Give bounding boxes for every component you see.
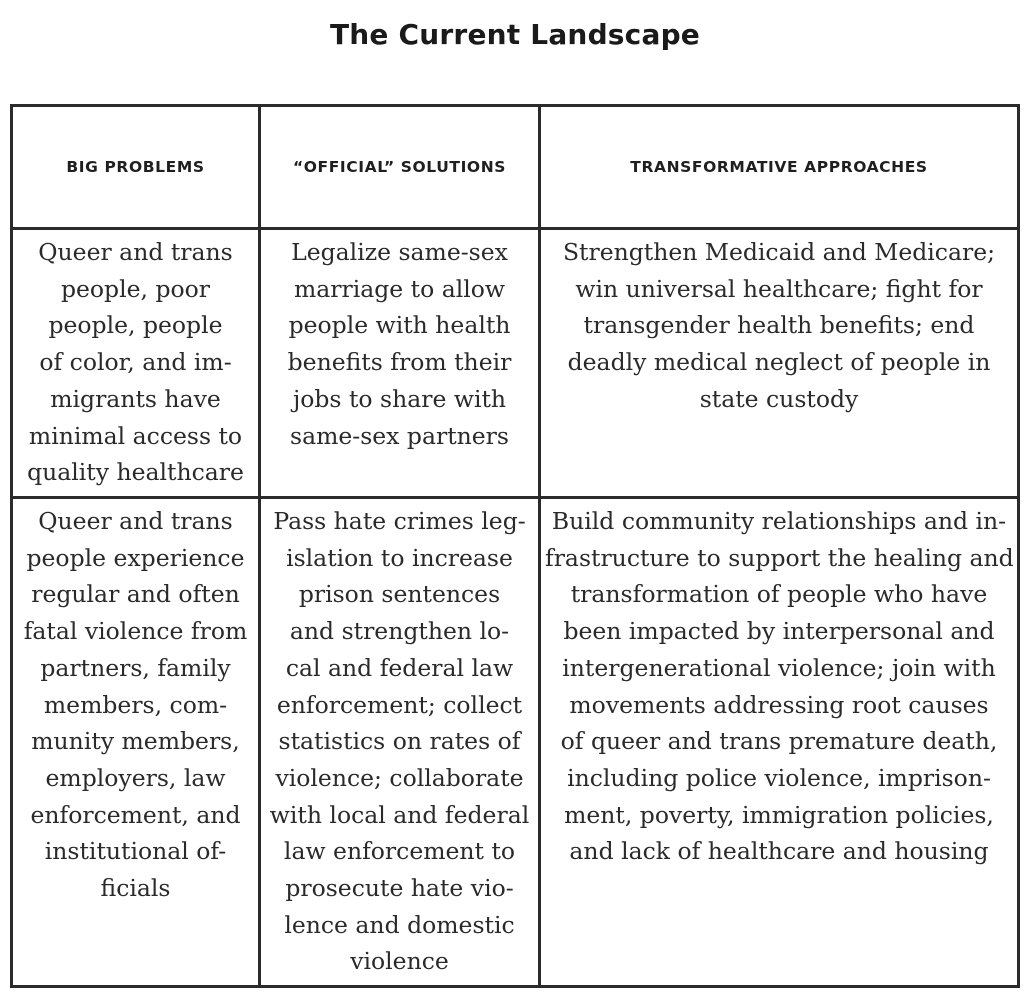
cell-text-line: enforcement; collect xyxy=(276,690,523,719)
cell-text-line: lence and domestic xyxy=(284,910,515,939)
cell-text-line: employers, law xyxy=(45,763,226,792)
cell-text-line: and strengthen lo- xyxy=(289,617,510,646)
cell-text-line: jobs to share with xyxy=(292,384,507,413)
cell-text-line: Legalize same-sex xyxy=(291,238,508,266)
cell-text-line: state custody xyxy=(699,384,859,413)
cell-text-line: marriage to allow xyxy=(293,274,506,303)
cell-transformative-violence: Build community relationships and in-fra… xyxy=(538,496,1020,988)
cell-text-line: intergenerational violence; join with xyxy=(562,653,996,682)
cell-text-line: quality healthcare xyxy=(27,458,244,487)
cell-text-line: and lack of healthcare and housing xyxy=(569,837,989,866)
cell-text-line: migrants have xyxy=(50,384,221,413)
cell-text-line: people, poor xyxy=(60,274,211,303)
cell-text-line: ment, poverty, immigration policies, xyxy=(564,800,994,829)
cell-text-line: ficials xyxy=(100,874,171,903)
cell-text-line: people with health xyxy=(288,311,511,340)
header-transformative-approaches: Transformative Approaches xyxy=(538,104,1020,230)
cell-text-line: institutional of- xyxy=(44,837,227,866)
cell-text-line: munity members, xyxy=(31,727,240,756)
cell-text-line: Pass hate crimes leg- xyxy=(273,507,526,535)
cell-text-line: Queer and trans xyxy=(38,238,233,266)
cell-official-violence: Pass hate crimes leg-islation to increas… xyxy=(258,496,541,988)
header-official-solutions: “Official” Solutions xyxy=(258,104,541,230)
cell-text-line: Strengthen Medicaid and Medicare; xyxy=(562,238,996,266)
landscape-table: Big Problems “Official” Solutions Transf… xyxy=(10,104,1020,988)
cell-text-line: of color, and im- xyxy=(39,348,232,377)
cell-text-line: regular and often xyxy=(31,580,240,609)
cell-text-line: movements addressing root causes xyxy=(569,690,989,719)
cell-transformative-healthcare: Strengthen Medicaid and Medicare; win uni… xyxy=(538,227,1020,499)
table-row: Queer and trans people, poor people, peopl… xyxy=(10,227,1020,499)
cell-text-line: with local and federal xyxy=(269,800,530,829)
cell-text-line: prosecute hate vio- xyxy=(285,874,514,903)
cell-text-line: islation to increase xyxy=(286,543,513,572)
cell-text-line: frastructure to support the healing and xyxy=(545,543,1014,572)
cell-text-line: violence xyxy=(350,947,449,976)
cell-text-line: members, com- xyxy=(43,690,228,719)
cell-problem-healthcare: Queer and trans people, poor people, peopl… xyxy=(10,227,261,499)
cell-text-line: win universal healthcare; fight for xyxy=(575,274,983,303)
cell-problem-violence: Queer and trans people experience regular … xyxy=(10,496,261,988)
cell-text-line: Queer and trans xyxy=(38,507,233,535)
cell-official-healthcare: Legalize same-sex marriage to allow people… xyxy=(258,227,541,499)
cell-text-line: people experience xyxy=(26,543,245,572)
table-row: Queer and trans people experience regular … xyxy=(10,496,1020,988)
cell-text-line: fatal violence from xyxy=(23,617,248,646)
cell-text-line: including police violence, imprison- xyxy=(567,763,991,792)
cell-text-line: been impacted by interpersonal and xyxy=(563,617,995,646)
cell-text-line: of queer and trans premature death, xyxy=(560,727,998,756)
cell-text-line: same-sex partners xyxy=(290,421,509,450)
header-big-problems: Big Problems xyxy=(10,104,261,230)
cell-text-line: partners, family xyxy=(40,653,231,682)
table-header-row: Big Problems “Official” Solutions Transf… xyxy=(10,104,1020,230)
cell-text-line: cal and federal law xyxy=(285,653,514,682)
cell-text-line: transgender health benefits; end xyxy=(583,311,975,340)
cell-text-line: benefits from their xyxy=(287,348,512,377)
cell-text-line: enforcement, and xyxy=(30,800,241,829)
cell-text-line: deadly medical neglect of people in xyxy=(567,348,991,377)
cell-text-line: transformation of people who have xyxy=(570,580,988,609)
page-title: The Current Landscape xyxy=(329,18,701,51)
cell-text-line: violence; collaborate xyxy=(275,763,524,792)
cell-text-line: prison sentences xyxy=(298,580,501,609)
cell-text-line: people, people xyxy=(48,311,223,340)
cell-text-line: statistics on rates of xyxy=(278,727,521,756)
cell-text-line: Build community relationships and in- xyxy=(551,507,1007,535)
cell-text-line: minimal access to xyxy=(28,421,243,450)
cell-text-line: law enforcement to xyxy=(283,837,516,866)
